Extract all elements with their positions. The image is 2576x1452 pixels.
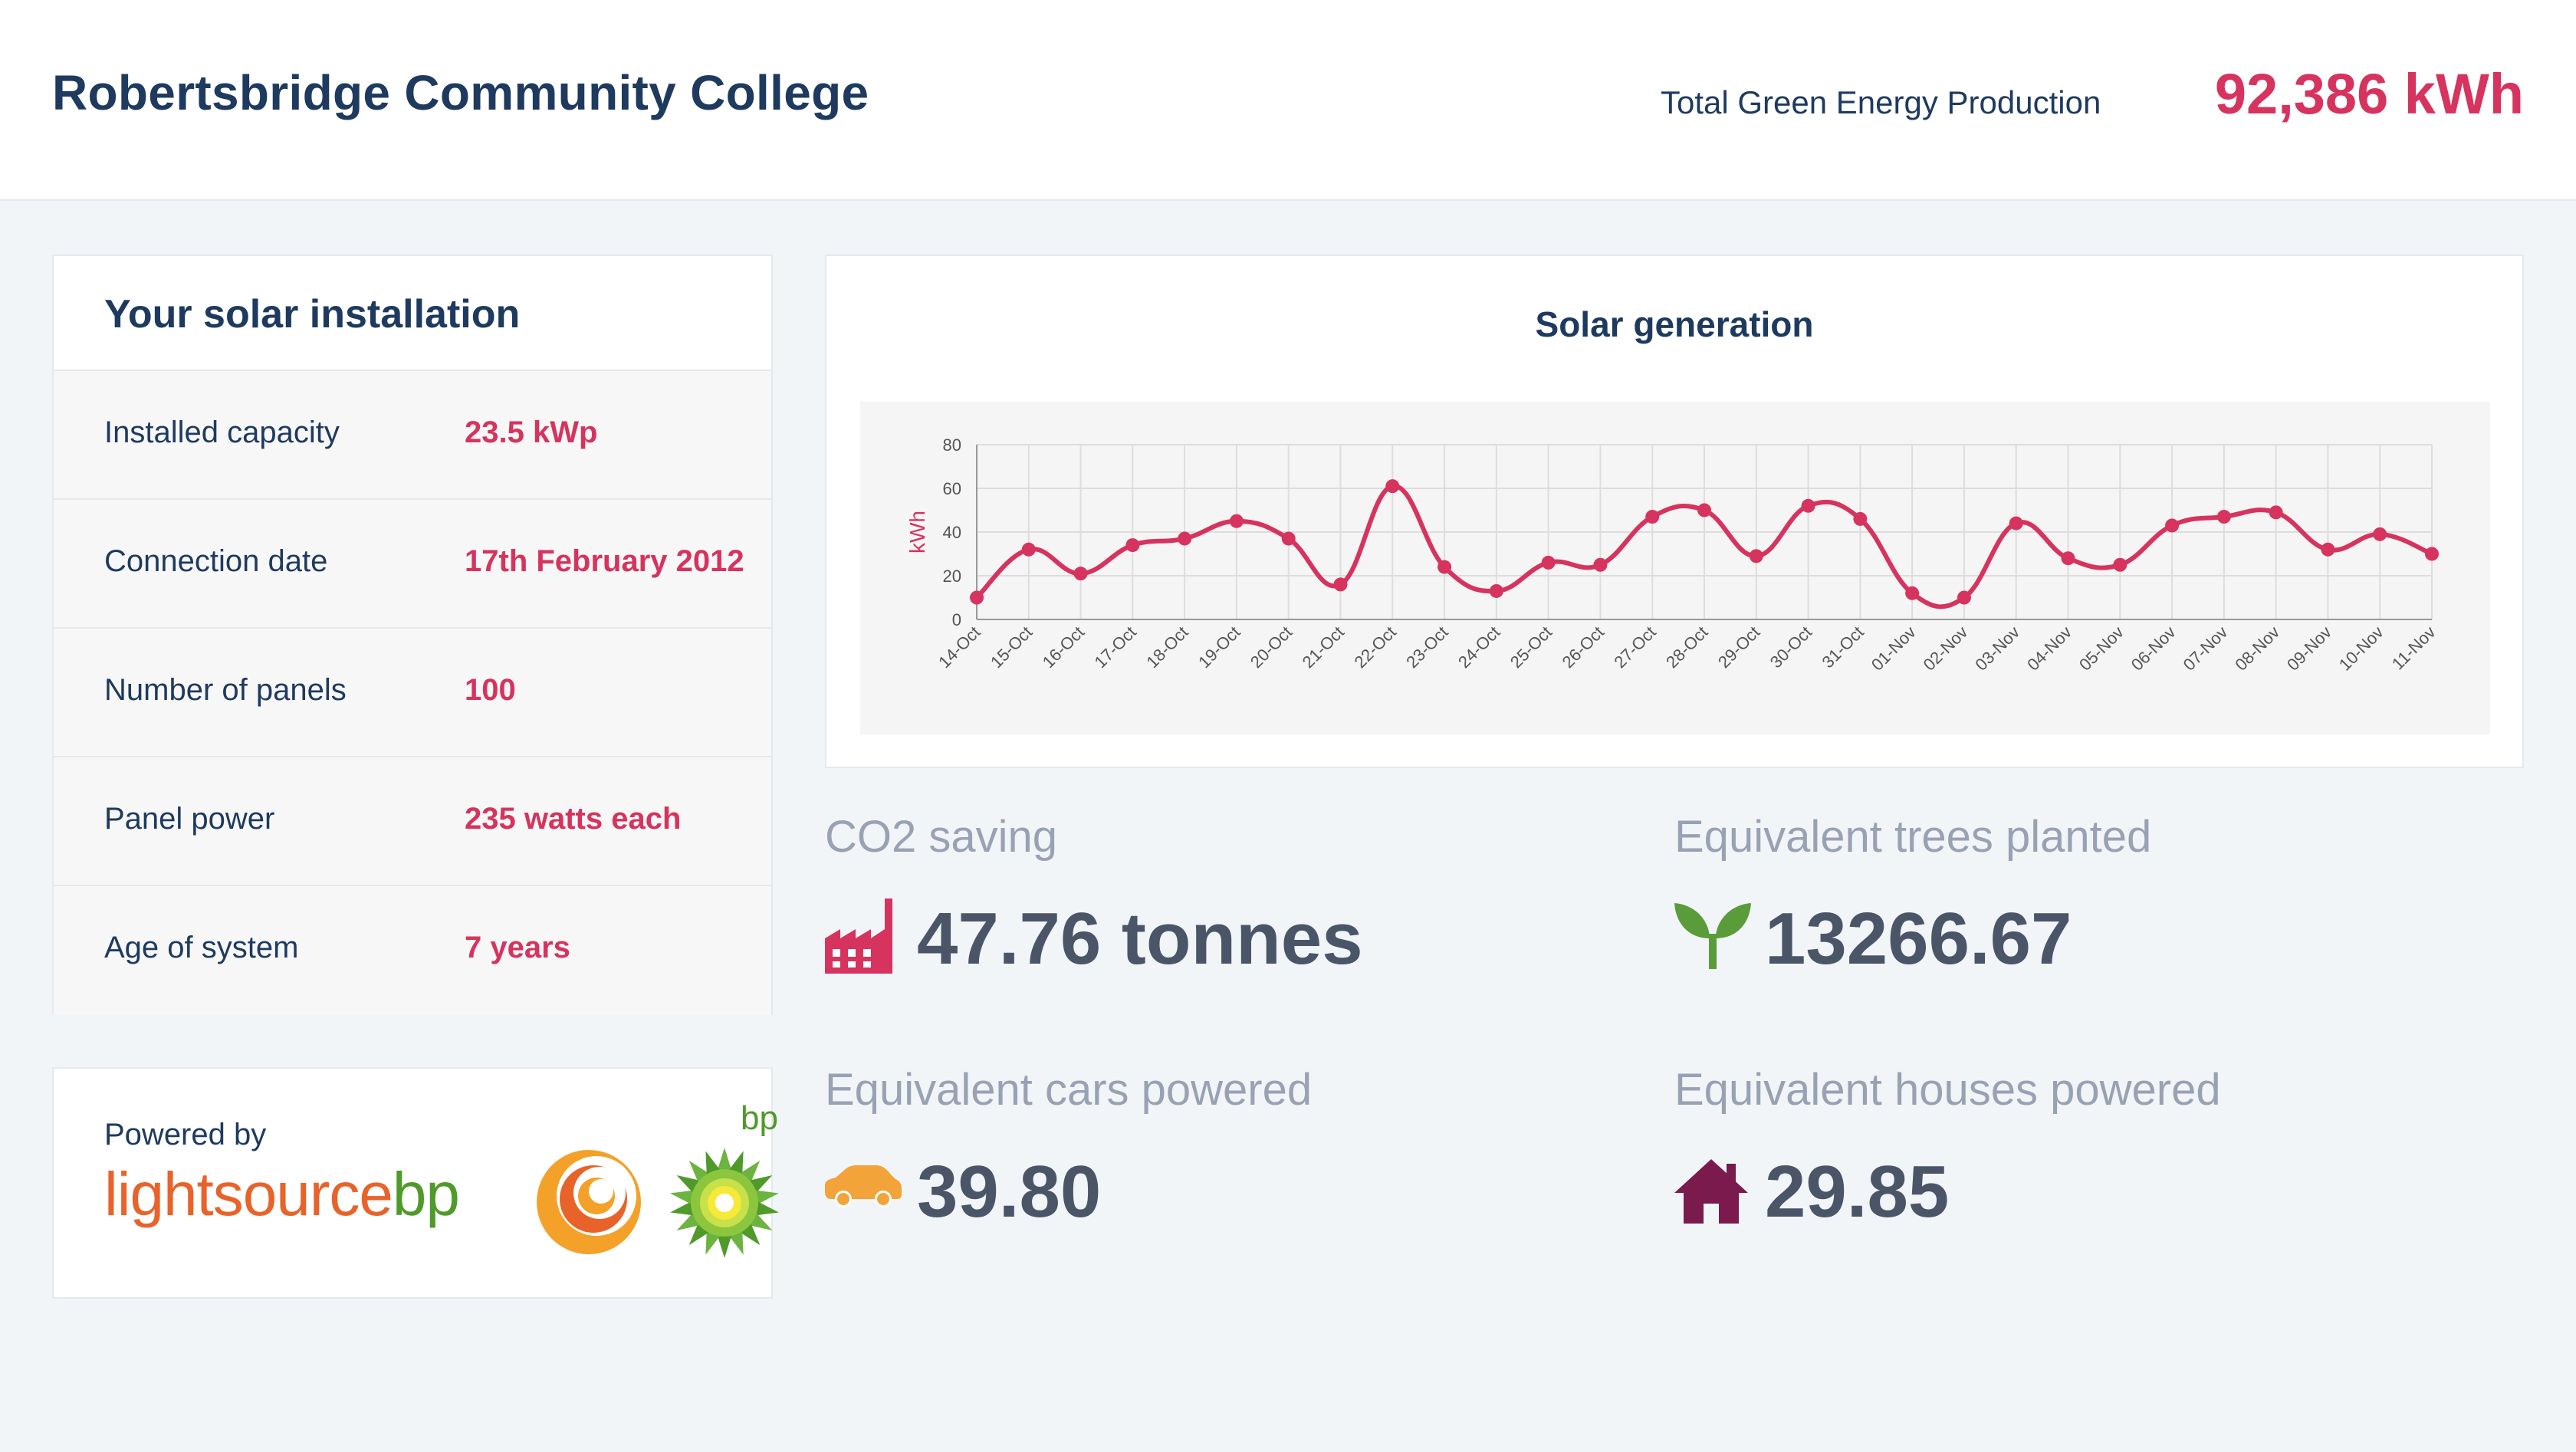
data-point <box>2216 510 2231 524</box>
data-point <box>1281 531 1296 546</box>
data-point <box>1333 577 1348 592</box>
data-point <box>1541 555 1556 570</box>
installation-row-system-age: Age of system 7 years <box>54 886 771 1015</box>
data-point <box>1229 514 1244 528</box>
bp-petal <box>753 1201 779 1216</box>
installation-row-panel-power: Panel power 235 watts each <box>54 757 771 886</box>
brand-main-text: lightsource <box>104 1160 393 1228</box>
bp-petal <box>717 1234 732 1258</box>
brand-suffix-text: bp <box>392 1160 460 1228</box>
data-point <box>1593 557 1608 572</box>
installation-title: Your solar installation <box>54 256 771 371</box>
data-point <box>2009 516 2023 531</box>
row-label: Age of system <box>104 931 299 964</box>
data-point <box>2165 518 2180 533</box>
total-production-label: Total Green Energy Production <box>1661 84 2101 120</box>
data-point <box>1489 583 1503 598</box>
chart-plot-background <box>860 402 2490 734</box>
data-point <box>1957 590 1971 605</box>
co2-saving-value: 47.76 tonnes <box>917 898 1363 980</box>
installation-row-panel-count: Number of panels 100 <box>54 629 771 757</box>
data-point <box>2113 557 2128 572</box>
row-label: Number of panels <box>104 673 347 707</box>
lightsource-swirl-icon <box>537 1150 641 1254</box>
row-value: 7 years <box>465 931 570 964</box>
y-tick-label: 80 <box>943 435 961 455</box>
data-point <box>1385 479 1400 494</box>
total-production-value: 92,386 kWh <box>2214 62 2524 126</box>
bp-petal <box>753 1190 779 1205</box>
row-value: 100 <box>465 673 516 707</box>
data-point <box>1645 510 1660 524</box>
data-point <box>1021 542 1036 557</box>
co2-saving-label: CO2 saving <box>825 812 1058 862</box>
bp-petal <box>670 1190 696 1205</box>
data-point <box>1178 531 1192 546</box>
y-tick-label: 0 <box>952 610 961 629</box>
chart-title: Solar generation <box>1535 304 1814 344</box>
powered-by-panel: Powered by lightsourcebp bp <box>52 1067 779 1299</box>
row-label: Connection date <box>104 544 328 578</box>
row-value: 235 watts each <box>465 802 682 836</box>
data-point <box>2373 527 2387 541</box>
installation-row-connection-date: Connection date 17th February 2012 <box>54 500 771 629</box>
row-label: Installed capacity <box>104 416 340 449</box>
trees-planted-label: Equivalent trees planted <box>1674 812 2152 862</box>
bp-helios-icon <box>670 1148 779 1258</box>
bp-mark-text: bp <box>741 1099 778 1137</box>
y-tick-label: 20 <box>943 567 961 586</box>
houses-powered-value: 29.85 <box>1765 1151 1950 1233</box>
data-point <box>1853 511 1868 526</box>
data-point <box>1749 549 1763 563</box>
data-point <box>2061 551 2075 566</box>
powered-by-label: Powered by <box>104 1118 267 1151</box>
bp-petal <box>670 1201 696 1216</box>
data-point <box>970 590 984 605</box>
header-bar: Robertsbridge Community College Total Gr… <box>0 0 2576 201</box>
houses-powered-label: Equivalent houses powered <box>1674 1065 2221 1115</box>
data-point <box>2425 547 2439 561</box>
installation-row-capacity: Installed capacity 23.5 kWp <box>54 371 771 500</box>
y-tick-label: 60 <box>943 479 961 498</box>
lightsource-bp-logo-text: lightsourcebp <box>104 1159 460 1230</box>
page-title: Robertsbridge Community College <box>52 65 869 120</box>
bp-petal <box>717 1148 732 1172</box>
data-point <box>1697 503 1711 517</box>
data-point <box>2321 542 2335 557</box>
car-icon <box>825 1165 902 1207</box>
data-point <box>1905 586 1920 600</box>
cars-powered-label: Equivalent cars powered <box>825 1065 1313 1115</box>
y-tick-label: 40 <box>943 523 961 542</box>
installation-panel: Your solar installation Installed capaci… <box>52 255 773 1015</box>
data-point <box>1801 498 1815 513</box>
row-value: 23.5 kWp <box>465 416 598 449</box>
solar-generation-chart-panel: Solar generation 0 20 40 60 80 14-Oct 15-Oct 16… <box>825 255 2524 768</box>
trees-planted-value: 13266.67 <box>1765 898 2072 980</box>
data-point <box>1125 538 1140 553</box>
row-value: 17th February 2012 <box>465 544 744 578</box>
factory-icon <box>825 898 892 974</box>
row-label: Panel power <box>104 802 275 836</box>
data-point <box>1073 567 1088 581</box>
data-point <box>2269 505 2283 520</box>
cars-powered-value: 39.80 <box>917 1151 1102 1233</box>
y-axis-title: kWh <box>905 511 929 554</box>
house-icon <box>1674 1159 1748 1224</box>
sprout-icon <box>1674 903 1751 969</box>
data-point <box>1438 560 1452 574</box>
